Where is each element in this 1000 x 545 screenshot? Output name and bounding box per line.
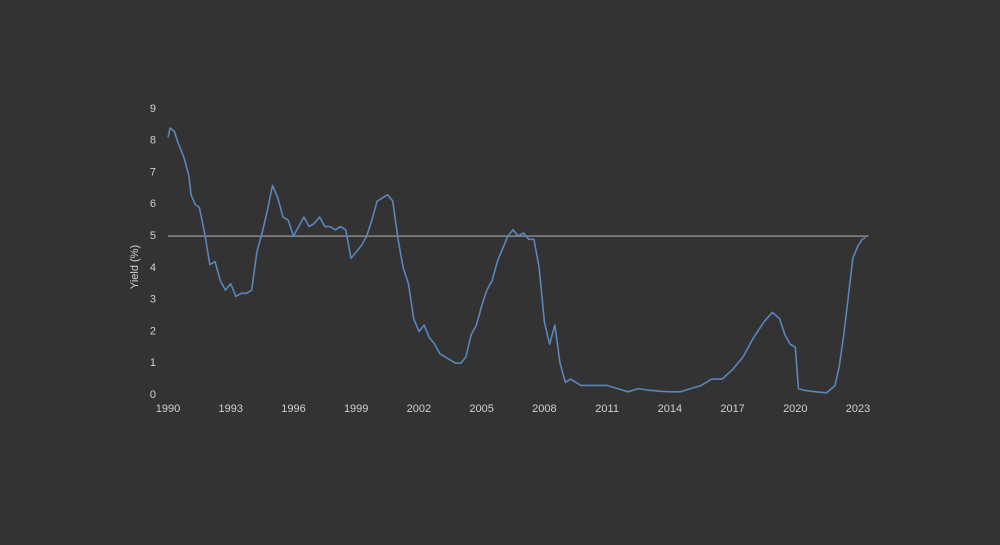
x-tick-label: 2020 — [783, 403, 807, 415]
y-tick-label: 2 — [150, 325, 156, 337]
x-tick-label: 1990 — [156, 403, 180, 415]
y-tick-label: 8 — [150, 135, 156, 147]
x-tick-label: 2011 — [595, 403, 619, 415]
x-tick-label: 1999 — [344, 403, 368, 415]
x-tick-label: 2017 — [720, 403, 744, 415]
y-tick-label: 9 — [150, 103, 156, 115]
y-tick-label: 5 — [150, 230, 156, 242]
y-tick-label: 7 — [150, 166, 156, 178]
x-tick-label: 2014 — [658, 403, 682, 415]
x-tick-label: 2005 — [469, 403, 493, 415]
y-tick-label: 4 — [150, 262, 156, 274]
y-tick-label: 3 — [150, 294, 156, 306]
x-tick-label: 1993 — [218, 403, 242, 415]
x-tick-label: 1996 — [281, 403, 305, 415]
x-tick-label: 2002 — [407, 403, 431, 415]
data-line — [167, 127, 866, 394]
x-tick-label: 2023 — [846, 403, 870, 415]
y-tick-label: 0 — [150, 389, 156, 401]
y-axis-label: Yield (%) — [129, 245, 141, 289]
x-tick-label: 2008 — [532, 403, 556, 415]
y-tick-label: 6 — [150, 198, 156, 210]
y-tick-label: 1 — [150, 357, 156, 369]
